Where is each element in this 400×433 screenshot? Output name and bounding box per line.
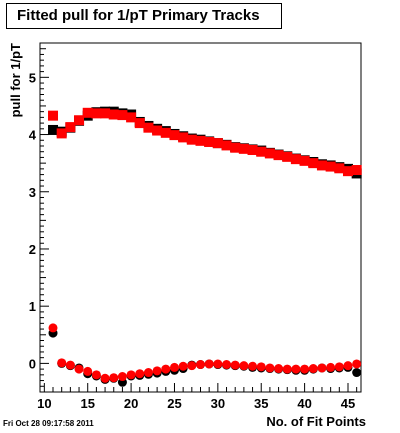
square-marker (48, 124, 59, 135)
circle-marker (239, 361, 249, 371)
circle-marker (343, 361, 353, 371)
square-marker (91, 108, 102, 119)
circle-marker (326, 362, 336, 372)
square-marker (212, 138, 223, 149)
square-marker (178, 132, 189, 143)
circle-marker (248, 361, 258, 371)
square-marker (169, 130, 180, 141)
square-marker (264, 148, 275, 159)
square-marker (221, 140, 232, 151)
circle-marker (352, 359, 362, 369)
circle-marker (196, 360, 205, 370)
y-tick-label: 0 (29, 356, 36, 371)
y-tick-label: 5 (29, 70, 36, 85)
square-marker (143, 122, 154, 133)
circle-marker (126, 370, 136, 380)
square-marker (316, 160, 327, 171)
square-marker (325, 161, 336, 172)
chart-title: Fitted pull for 1/pT Primary Tracks (6, 3, 282, 29)
square-marker (56, 128, 67, 139)
data-marks (48, 106, 362, 387)
square-marker (282, 151, 293, 162)
circle-marker (143, 368, 153, 378)
square-marker (186, 134, 197, 145)
x-tick-label: 40 (297, 396, 311, 411)
circle-marker (161, 364, 171, 374)
x-tick-label: 10 (37, 396, 51, 411)
square-marker (152, 125, 163, 136)
circle-marker (100, 373, 110, 383)
x-axis-label: No. of Fit Points (266, 414, 366, 429)
y-tick-label: 1 (29, 299, 36, 314)
circle-marker (317, 363, 327, 373)
square-marker (351, 165, 362, 176)
circle-marker (83, 366, 93, 376)
circle-marker (135, 369, 145, 379)
square-marker (230, 142, 241, 153)
x-tick-label: 15 (80, 396, 94, 411)
square-marker (299, 155, 310, 166)
square-marker (195, 135, 206, 146)
y-axis-label: pull for 1/pT (8, 43, 23, 117)
square-marker (247, 144, 258, 155)
circle-marker (57, 358, 67, 368)
circle-marker (117, 372, 127, 382)
square-marker (204, 136, 215, 147)
circle-marker (65, 360, 75, 370)
y-tick-label: 2 (29, 242, 36, 257)
square-marker (334, 163, 345, 174)
square-marker (82, 107, 93, 118)
circle-marker (213, 359, 223, 369)
circle-marker (187, 361, 197, 371)
square-marker (100, 108, 111, 119)
square-marker (290, 154, 301, 165)
square-marker (160, 127, 171, 138)
circle-marker (169, 362, 179, 372)
circle-marker (334, 362, 344, 372)
square-marker (238, 143, 249, 154)
plot-frame (39, 42, 362, 393)
circle-marker (256, 362, 266, 372)
square-marker (273, 150, 284, 161)
circle-marker (204, 359, 214, 369)
circle-marker (48, 323, 58, 333)
square-marker (126, 112, 137, 123)
circle-marker (291, 364, 301, 374)
x-tick-label: 20 (124, 396, 138, 411)
square-marker (108, 109, 119, 120)
circle-marker (230, 360, 240, 370)
square-marker (256, 146, 267, 157)
timestamp: Fri Oct 28 09:17:58 2011 (3, 419, 94, 428)
circle-marker (265, 363, 275, 373)
circle-marker (300, 364, 310, 374)
x-tick-label: 35 (254, 396, 268, 411)
circle-marker (274, 364, 284, 374)
circle-marker (178, 361, 188, 371)
square-marker (117, 110, 128, 121)
square-marker (308, 158, 319, 169)
square-marker (342, 166, 353, 177)
square-marker (134, 118, 145, 129)
y-tick-label: 3 (29, 185, 36, 200)
circle-marker (222, 360, 232, 370)
square-marker (65, 122, 76, 133)
circle-marker (282, 364, 292, 374)
circle-marker (308, 364, 318, 374)
circle-marker (352, 368, 362, 378)
series-3 (48, 323, 362, 383)
x-tick-label: 30 (211, 396, 225, 411)
circle-marker (152, 366, 162, 376)
y-tick-label: 4 (29, 128, 37, 143)
circle-marker (74, 364, 84, 374)
square-marker (74, 115, 85, 126)
circle-marker (91, 370, 101, 380)
x-tick-label: 25 (167, 396, 181, 411)
square-marker (48, 110, 59, 121)
x-tick-label: 45 (341, 396, 355, 411)
series-1 (48, 107, 362, 177)
circle-marker (109, 373, 119, 383)
